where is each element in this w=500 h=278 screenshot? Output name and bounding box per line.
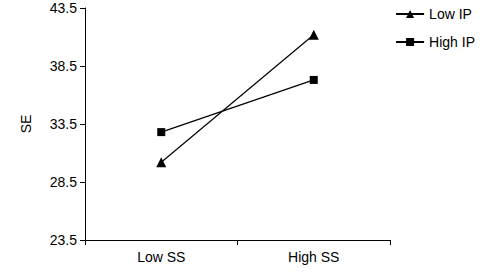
svg-text:Low SS: Low SS bbox=[137, 249, 185, 265]
svg-text:High SS: High SS bbox=[288, 249, 339, 265]
svg-text:SE: SE bbox=[18, 115, 34, 134]
svg-text:High IP: High IP bbox=[429, 34, 475, 50]
svg-text:Low IP: Low IP bbox=[429, 6, 472, 22]
svg-text:23.5: 23.5 bbox=[50, 232, 77, 248]
svg-text:43.5: 43.5 bbox=[50, 0, 77, 16]
svg-text:38.5: 38.5 bbox=[50, 58, 77, 74]
svg-text:28.5: 28.5 bbox=[50, 174, 77, 190]
svg-text:33.5: 33.5 bbox=[50, 116, 77, 132]
